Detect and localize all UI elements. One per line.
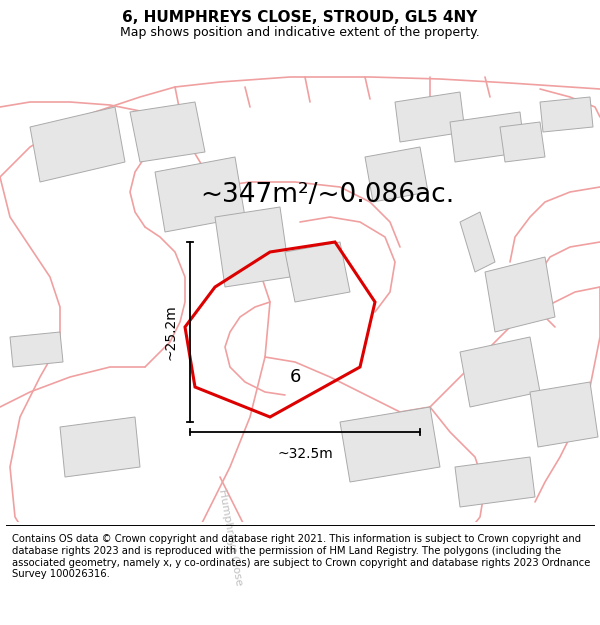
Text: Map shows position and indicative extent of the property.: Map shows position and indicative extent…: [120, 26, 480, 39]
Polygon shape: [450, 112, 525, 162]
Text: ~25.2m: ~25.2m: [163, 304, 177, 360]
Polygon shape: [485, 257, 555, 332]
Polygon shape: [460, 337, 540, 407]
Polygon shape: [340, 407, 440, 482]
Text: 6, HUMPHREYS CLOSE, STROUD, GL5 4NY: 6, HUMPHREYS CLOSE, STROUD, GL5 4NY: [122, 11, 478, 26]
Polygon shape: [285, 242, 350, 302]
Polygon shape: [540, 97, 593, 132]
Polygon shape: [395, 92, 465, 142]
Polygon shape: [30, 107, 125, 182]
Polygon shape: [215, 207, 290, 287]
Polygon shape: [130, 102, 205, 162]
Text: 6: 6: [290, 368, 301, 386]
Text: ~32.5m: ~32.5m: [277, 447, 333, 461]
Polygon shape: [455, 457, 535, 507]
Polygon shape: [155, 157, 245, 232]
Polygon shape: [10, 332, 63, 367]
Polygon shape: [500, 122, 545, 162]
Text: Contains OS data © Crown copyright and database right 2021. This information is : Contains OS data © Crown copyright and d…: [12, 534, 590, 579]
Polygon shape: [460, 212, 495, 272]
Text: ~347m²/~0.086ac.: ~347m²/~0.086ac.: [200, 182, 454, 208]
Polygon shape: [60, 417, 140, 477]
Polygon shape: [530, 382, 598, 447]
Text: Humphreys Close: Humphreys Close: [217, 488, 244, 586]
Polygon shape: [365, 147, 428, 202]
